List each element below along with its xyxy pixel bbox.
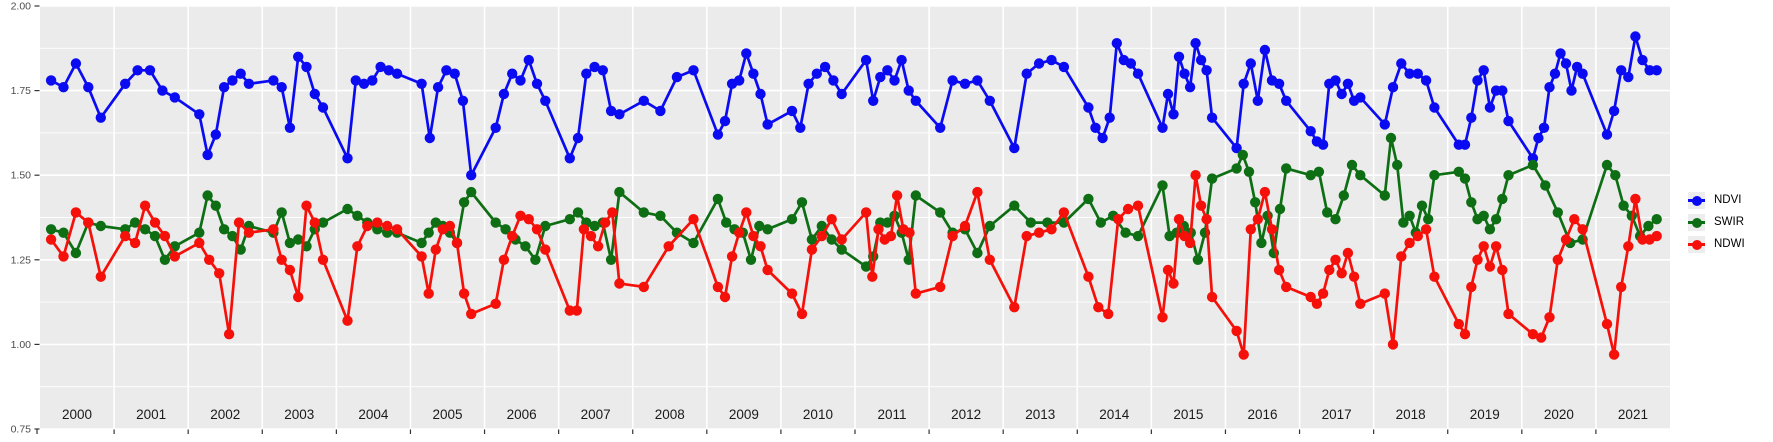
svg-text:2003: 2003 — [284, 407, 314, 422]
legend: NDVI SWIR NDWI — [1688, 192, 1745, 253]
svg-text:2.00: 2.00 — [11, 1, 32, 13]
svg-text:2016: 2016 — [1247, 407, 1277, 422]
ndwi-legend-key-icon — [1688, 236, 1705, 253]
svg-text:2019: 2019 — [1470, 407, 1500, 422]
svg-text:2017: 2017 — [1322, 407, 1352, 422]
y-axis-labels: 2.00 1.75 1.50 1.25 1.00 0.75 — [11, 1, 32, 436]
svg-text:0.75: 0.75 — [11, 424, 32, 436]
series-ndwi — [45, 170, 1662, 360]
svg-text:2002: 2002 — [210, 407, 240, 422]
svg-text:2010: 2010 — [803, 407, 833, 422]
x-axis-year-labels: 2000 2001 2002 2003 2004 2005 2006 2007 2008 2009… — [62, 407, 1648, 422]
legend-label-ndvi: NDVI — [1714, 194, 1742, 206]
svg-text:1.50: 1.50 — [11, 170, 32, 182]
svg-text:2013: 2013 — [1025, 407, 1055, 422]
svg-text:2011: 2011 — [878, 407, 907, 422]
svg-text:2018: 2018 — [1396, 407, 1426, 422]
ndvi-legend-key-icon — [1688, 192, 1705, 209]
svg-text:1.25: 1.25 — [11, 254, 32, 266]
svg-text:2006: 2006 — [507, 407, 537, 422]
svg-text:2001: 2001 — [136, 407, 166, 422]
svg-text:1.00: 1.00 — [11, 339, 32, 351]
swir-legend-key-icon — [1688, 214, 1705, 231]
axis-ticks — [34, 5, 1597, 434]
svg-text:2008: 2008 — [655, 407, 685, 422]
svg-text:2009: 2009 — [729, 407, 759, 422]
legend-item-swir: SWIR — [1688, 214, 1745, 231]
svg-text:2020: 2020 — [1544, 407, 1574, 422]
svg-text:2021: 2021 — [1618, 407, 1648, 422]
svg-text:2005: 2005 — [432, 407, 462, 422]
svg-text:2015: 2015 — [1173, 407, 1203, 422]
series-ndvi — [45, 31, 1662, 181]
svg-text:2007: 2007 — [581, 407, 611, 422]
svg-text:2014: 2014 — [1099, 407, 1130, 422]
legend-label-ndwi: NDWI — [1714, 238, 1745, 250]
svg-text:1.75: 1.75 — [11, 85, 32, 97]
legend-item-ndwi: NDWI — [1688, 236, 1745, 253]
legend-item-ndvi: NDVI — [1688, 192, 1745, 209]
legend-label-swir: SWIR — [1714, 216, 1745, 228]
svg-text:2012: 2012 — [951, 407, 981, 422]
svg-text:2000: 2000 — [62, 407, 92, 422]
svg-text:2004: 2004 — [358, 407, 389, 422]
